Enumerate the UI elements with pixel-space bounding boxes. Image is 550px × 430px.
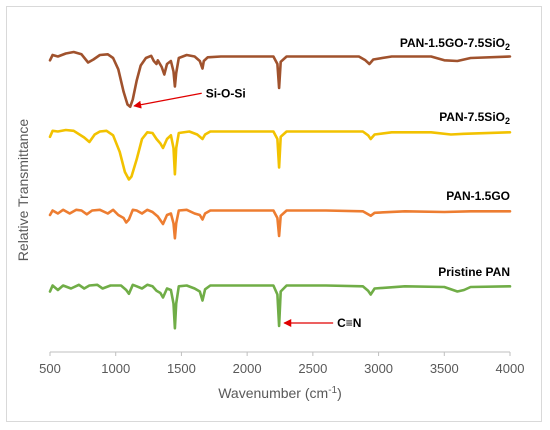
- y-axis-title: Relative Transmittance: [15, 119, 31, 262]
- label-layer: 500 1000 1500 2000 2500 3000 3500 4000 Wavenumbe…: [15, 36, 524, 401]
- annotation-label-1: Si-O-Si: [206, 86, 246, 100]
- series-line-3: [48, 208, 512, 240]
- x-tick-label: 4000: [496, 361, 525, 376]
- x-tick-label: 1000: [101, 361, 130, 376]
- annotation-arrow-1: [133, 92, 202, 109]
- series-line-2: [48, 128, 512, 181]
- x-tick-label: 500: [39, 361, 61, 376]
- x-tick-label: 2500: [298, 361, 327, 376]
- x-tick-label: 3000: [364, 361, 393, 376]
- series-line-4: [48, 283, 512, 330]
- x-tick-label: 1500: [167, 361, 196, 376]
- series-label-3: PAN-1.5GO: [446, 189, 510, 203]
- series-label-4: Pristine PAN: [438, 265, 510, 279]
- x-tick-label: 2000: [233, 361, 262, 376]
- series-label-1: PAN-1.5GO-7.5SiO2: [400, 36, 510, 52]
- series-label-2: PAN-7.5SiO2: [439, 110, 510, 126]
- plot-area: [48, 50, 512, 356]
- x-tick-label: 3500: [430, 361, 459, 376]
- annotation-label-2: C≡N: [337, 316, 361, 330]
- series-line-1: [48, 50, 512, 109]
- x-axis-title: Wavenumber (cm-1): [218, 385, 342, 401]
